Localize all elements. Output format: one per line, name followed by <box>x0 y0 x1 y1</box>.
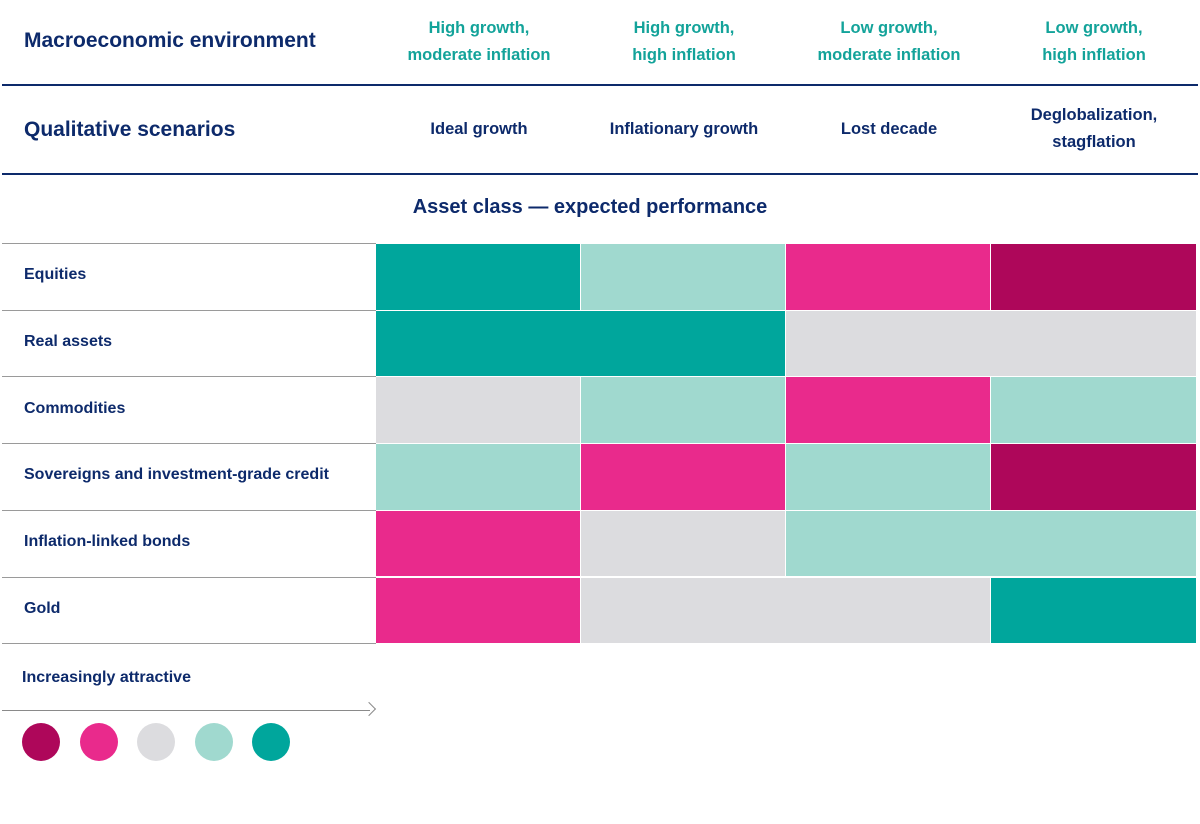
scenario-header-4: Deglobalization, stagflation <box>991 102 1197 156</box>
row-divider <box>2 243 376 244</box>
heatmap-cell <box>991 244 1196 310</box>
row-label: Real assets <box>24 333 113 351</box>
heatmap-cell <box>376 377 580 444</box>
heatmap-cell <box>991 510 1196 577</box>
scenario-header-1: Ideal growth <box>376 116 582 143</box>
scenario-header-line: stagflation <box>1052 133 1136 151</box>
heatmap-cell <box>991 444 1196 510</box>
legend-title: Increasingly attractive <box>22 669 191 686</box>
heatmap-cell <box>376 244 580 310</box>
heatmap-cell <box>581 377 785 444</box>
heatmap-cell <box>581 310 785 377</box>
heatmap-cell <box>376 444 580 510</box>
row-label: Sovereigns and investment-grade credit <box>24 466 329 484</box>
row-label: Inflation-linked bonds <box>24 533 191 551</box>
environment-header-line: Low growth, <box>1045 19 1143 37</box>
header-divider-top <box>2 84 1198 86</box>
environment-header-line: high inflation <box>632 46 736 64</box>
environment-header-line: High growth, <box>428 19 530 37</box>
scenario-header-line: Inflationary growth <box>609 119 759 138</box>
legend-dot-4 <box>194 723 233 761</box>
environment-header-line: moderate inflation <box>407 46 551 64</box>
scenario-header-line: Lost decade <box>840 119 938 138</box>
environment-header-4: Low growth, high inflation <box>991 15 1197 69</box>
heatmap-cell <box>786 444 990 510</box>
row-divider <box>2 443 376 445</box>
scenario-label: Qualitative scenarios <box>24 118 236 141</box>
row-label: Gold <box>24 599 61 617</box>
legend-dot-5 <box>252 723 290 761</box>
legend-dot-2 <box>79 723 118 761</box>
row-label: Equities <box>24 266 87 284</box>
row-divider <box>2 643 376 645</box>
heatmap-cell <box>991 577 1196 644</box>
heatmap-cell <box>786 577 990 644</box>
environment-header-line: Low growth, <box>840 19 938 37</box>
heatmap-cell <box>991 377 1196 444</box>
heatmap-cell <box>786 244 990 310</box>
row-label: Commodities <box>24 399 126 417</box>
header-divider-bottom <box>2 173 1198 175</box>
section-title: Asset class — expected performance <box>412 196 768 218</box>
heatmap-cell <box>376 510 580 577</box>
heatmap-cell <box>786 310 992 377</box>
row-divider <box>2 576 376 578</box>
heatmap-cell <box>376 310 582 377</box>
scenario-header-2: Inflationary growth <box>581 116 787 143</box>
heatmap-cell <box>786 377 990 444</box>
environment-header-line: High growth, <box>633 19 735 37</box>
scenario-header-3: Lost decade <box>786 116 992 143</box>
scenario-header-line: Deglobalization, <box>1030 106 1158 124</box>
environment-header-line: high inflation <box>1042 46 1146 64</box>
legend-dot-1 <box>22 723 60 761</box>
environment-header-3: Low growth, moderate inflation <box>786 15 992 69</box>
heatmap-cell <box>786 510 992 577</box>
row-divider <box>2 509 376 511</box>
legend-dot-3 <box>137 723 175 761</box>
heatmap-cell <box>581 510 785 577</box>
heatmap-cell <box>991 310 1196 377</box>
heatmap-cell <box>376 577 580 644</box>
heatmap-cell <box>581 577 787 644</box>
scenario-header-line: Ideal growth <box>430 119 528 138</box>
environment-label: Macroeconomic environment <box>24 29 316 52</box>
environment-header-2: High growth, high inflation <box>581 15 787 69</box>
environment-header-1: High growth, moderate inflation <box>376 15 582 69</box>
row-divider <box>2 309 376 311</box>
heatmap-cell <box>581 244 785 310</box>
arrow-head-icon <box>361 701 377 717</box>
heatmap-cell <box>581 444 785 510</box>
attractiveness-arrow <box>2 710 370 711</box>
row-divider <box>2 376 376 378</box>
environment-header-line: moderate inflation <box>817 46 961 64</box>
